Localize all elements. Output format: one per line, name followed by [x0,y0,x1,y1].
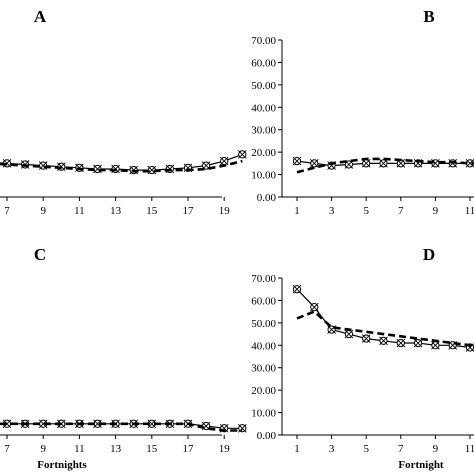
x-axis-title: Fortnight [398,459,444,471]
data-point-cross [2,419,12,429]
data-point-cross [38,161,48,170]
y-tick-label: 30.00 [251,125,276,137]
x-tick-label: 3 [329,205,335,217]
x-tick-label: 9 [433,443,439,455]
x-tick-label: 7 [398,205,404,217]
y-tick-label: 40.00 [251,102,276,114]
data-point-cross [413,338,423,348]
x-tick-label: 9 [433,205,439,217]
data-point-cross [237,150,247,159]
data-point-cross [38,419,48,429]
y-tick-label: 20.00 [251,385,276,397]
x-tick-label: 13 [110,443,122,455]
x-tick-label: 7 [4,205,10,217]
x-tick-label: 5 [363,205,369,217]
x-tick-label: 7 [398,443,404,455]
data-point-cross [309,302,319,312]
data-point-cross [379,336,388,346]
panel-label: B [423,7,434,26]
data-point-cross [431,340,440,350]
y-tick-label: 0.00 [257,430,277,442]
data-point-cross [292,284,302,294]
data-point-cross [237,423,247,433]
y-tick-label: 30.00 [251,363,276,375]
data-point-cross [147,419,157,429]
y-tick-label: 60.00 [251,295,276,307]
y-tick-label: 50.00 [251,80,276,92]
panel-label: A [34,7,47,26]
x-tick-label: 13 [110,205,122,217]
data-point-cross [361,334,371,343]
panel-c: C 7 9 11 13 15 17 19 Fortnights [0,245,247,471]
y-tick-label: 10.00 [251,170,276,182]
x-tick-label: 17 [183,443,195,455]
x-tick-label: 9 [40,443,46,455]
x-tick-label: 11 [74,443,85,455]
data-point-cross [309,159,319,168]
data-point-cross [379,159,388,168]
panel-a: A 7 9 11 13 15 17 19 [0,7,247,217]
data-point-cross [219,156,229,166]
data-point-cross [361,159,371,168]
x-tick-label: 5 [363,443,369,455]
x-tick-label: 7 [4,443,10,455]
x-tick-label: 15 [146,205,158,217]
data-point-cross [93,164,102,174]
series-line-dashed [0,159,243,173]
y-tick-label: 70.00 [251,273,276,285]
x-tick-label: 1 [294,205,300,217]
panel-b: B 0.00 10.00 20.00 30.00 40.00 50.00 60.00 70.00… [251,7,474,217]
series-line-dashed [0,422,243,432]
x-tick-label: 19 [219,443,231,455]
panel-label: C [34,245,46,264]
x-tick-label: 11 [465,205,474,217]
data-point-cross [292,156,302,166]
data-point-cross [344,329,354,339]
y-tick-label: 60.00 [251,57,276,69]
data-point-cross [93,419,102,429]
y-tick-label: 50.00 [251,318,276,330]
data-point-cross [396,338,406,348]
panel-d: D 0.00 10.00 20.00 30.00 40.00 50.00 60.00 70.00… [251,245,474,471]
data-point-cross [431,159,440,168]
y-tick-label: 20.00 [251,147,276,159]
x-tick-label: 15 [146,443,158,455]
series-line-dashed [296,157,474,174]
y-tick-label: 0.00 [257,192,277,204]
y-tick-label: 70.00 [251,35,276,47]
x-tick-label: 1 [294,443,300,455]
data-point-cross [2,159,12,168]
x-tick-label: 11 [465,443,474,455]
x-tick-label: 9 [40,205,46,217]
x-axis-title: Fortnights [37,459,87,471]
y-tick-label: 10.00 [251,408,276,420]
x-tick-label: 19 [219,205,231,217]
data-point-cross [465,159,474,168]
y-tick-label: 40.00 [251,340,276,352]
x-tick-label: 17 [183,205,195,217]
panel-label: D [423,245,435,264]
data-point-cross [147,165,157,175]
x-tick-label: 11 [74,205,85,217]
x-tick-label: 3 [329,443,335,455]
series-line-dashed [296,310,474,348]
